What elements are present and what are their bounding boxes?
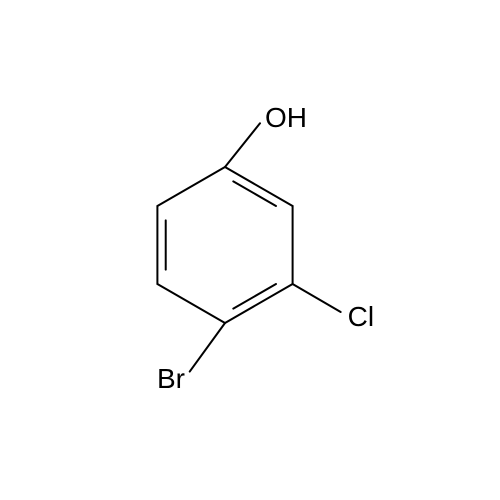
molecule-canvas: OH Cl Br	[0, 0, 500, 500]
molecule-svg	[0, 0, 500, 500]
bromine-label: Br	[157, 363, 185, 395]
chlorine-label: Cl	[348, 301, 374, 333]
hydroxyl-label: OH	[265, 102, 307, 134]
